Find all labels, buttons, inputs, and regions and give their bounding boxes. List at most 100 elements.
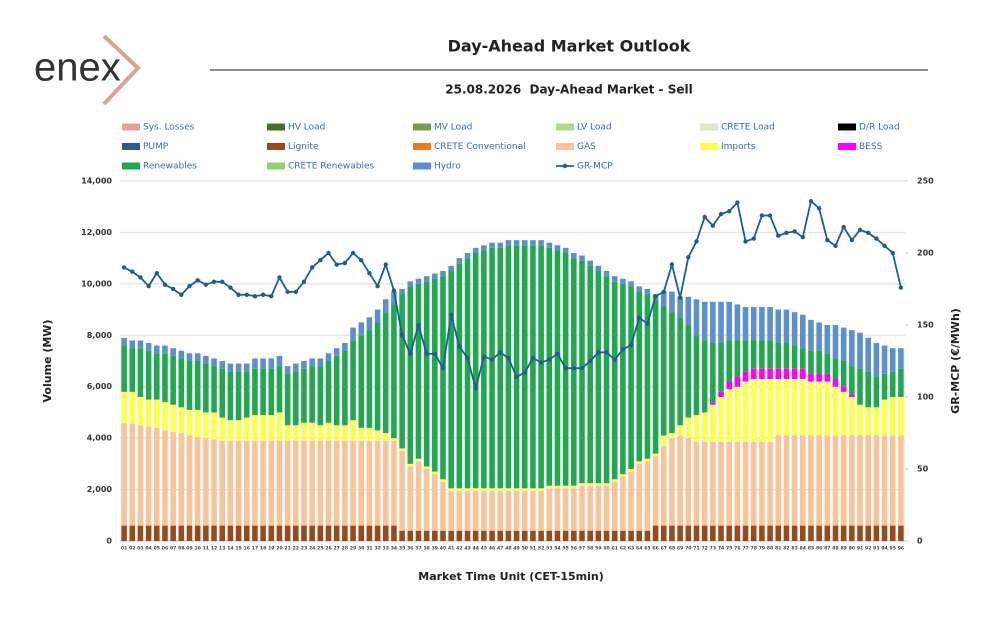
bar-segment [407, 463, 414, 467]
bar-segment [521, 240, 528, 246]
bar-segment [464, 530, 471, 541]
x-tick-label: 53 [546, 546, 552, 552]
bar-segment [530, 488, 536, 491]
bar-segment [170, 348, 176, 356]
price-marker [367, 270, 372, 276]
price-marker [432, 351, 438, 356]
bar-segment [121, 422, 127, 526]
bar-segment [162, 345, 168, 354]
bar-segment [660, 291, 667, 307]
legend-label: LV Load [577, 123, 612, 133]
bar-segment [685, 525, 692, 541]
bar-segment [889, 397, 896, 436]
price-marker [669, 262, 675, 267]
bar-segment [800, 525, 806, 541]
bar-segment [546, 530, 553, 541]
bar-segment [391, 440, 397, 526]
bar-segment [432, 530, 438, 541]
x-tick-label: 09 [186, 546, 192, 552]
price-marker [637, 315, 642, 320]
legend-swatch [413, 123, 431, 131]
legend-label: CRETE Conventional [434, 142, 526, 152]
bar-segment [726, 340, 732, 382]
bar-segment [767, 368, 773, 379]
x-tick-label: 28 [342, 546, 348, 552]
price-marker [538, 360, 544, 365]
bar-segment [816, 350, 822, 374]
bar-segment [366, 525, 373, 541]
bar-segment [481, 245, 487, 251]
price-marker [751, 236, 756, 241]
bar-segment [750, 368, 757, 379]
x-tick-label: 92 [865, 546, 871, 552]
bar-segment [579, 260, 585, 484]
bar-segment [701, 442, 708, 526]
bar-segment [644, 461, 651, 531]
bar-segment [783, 525, 790, 541]
x-tick-label: 11 [203, 546, 209, 552]
bar-segment [538, 240, 544, 246]
bar-segment [742, 307, 749, 341]
x-tick-label: 41 [448, 546, 454, 552]
bar-segment [603, 271, 610, 277]
bar-segment [530, 240, 536, 246]
bar-segment [276, 525, 283, 541]
bar-segment [701, 340, 708, 413]
x-tick-label: 13 [219, 546, 225, 552]
bar-segment [252, 440, 258, 526]
bar-segment [767, 525, 773, 541]
legend-swatch [556, 123, 574, 131]
bar-segment [497, 242, 504, 248]
bar-segment [276, 440, 283, 526]
bar-segment [783, 368, 790, 379]
bar-segment [898, 368, 904, 397]
bar-segment [620, 278, 626, 284]
bar-segment [276, 412, 283, 441]
bar-segment [186, 409, 193, 436]
bar-segment [325, 353, 332, 361]
x-tick-label: 81 [775, 546, 781, 552]
x-tick-label: 52 [538, 546, 544, 552]
bar-segment [808, 525, 814, 541]
x-tick-label: 57 [579, 546, 585, 552]
bar-segment [742, 340, 749, 372]
x-tick-label: 70 [685, 546, 691, 552]
x-tick-label: 59 [595, 546, 601, 552]
x-tick-label: 34 [391, 546, 397, 552]
y-axis-label: Volume (MW) [41, 320, 54, 403]
price-marker [792, 229, 797, 234]
bar-segment [440, 530, 446, 541]
bar-segment [203, 438, 209, 526]
y2-tick-label: 150 [917, 321, 934, 330]
price-marker [342, 260, 348, 266]
bar-segment [603, 485, 610, 531]
bar-segment [701, 525, 708, 541]
bar-segment [759, 340, 765, 369]
bar-segment [137, 425, 144, 526]
bar-segment [415, 278, 422, 284]
bar-segment [652, 525, 659, 541]
bar-segment [154, 525, 160, 541]
bar-segment [636, 463, 643, 531]
bar-segment [391, 525, 397, 541]
x-tick-label: 88 [832, 546, 838, 552]
x-tick-label: 69 [677, 546, 683, 552]
bar-segment [342, 425, 348, 441]
x-tick-label: 30 [358, 546, 364, 552]
bar-segment [432, 273, 438, 279]
x-tick-label: 55 [562, 546, 568, 552]
x-tick-label: 23 [301, 546, 307, 552]
bar-segment [252, 525, 258, 541]
bar-segment [824, 373, 831, 382]
x-tick-label: 36 [407, 546, 413, 552]
x-tick-label: 58 [587, 546, 593, 552]
price-marker [571, 366, 577, 371]
bar-segment [554, 530, 561, 541]
bar-segment [513, 245, 520, 489]
bar-segment [227, 440, 234, 526]
price-marker [285, 289, 290, 295]
bar-segment [309, 422, 315, 441]
price-marker [203, 282, 209, 287]
bar-segment [750, 525, 757, 541]
bar-segment [521, 488, 528, 491]
